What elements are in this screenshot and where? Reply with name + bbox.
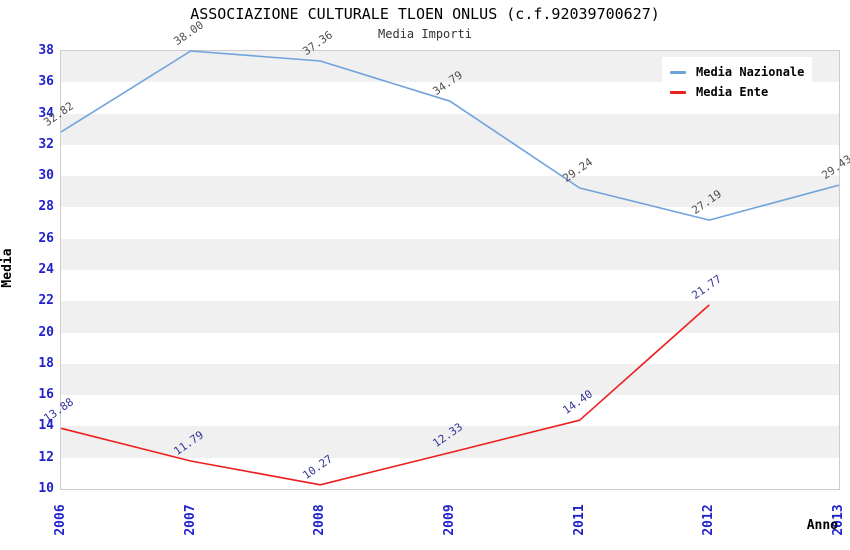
grid-band xyxy=(61,457,839,489)
x-axis-title: Anno xyxy=(806,518,838,533)
y-axis-tick-label: 32 xyxy=(38,136,54,152)
grid-band xyxy=(61,238,839,270)
chart-subtitle: Media Importi xyxy=(378,27,472,41)
legend: Media Nazionale Media Ente xyxy=(662,57,812,108)
legend-line-marker-icon xyxy=(670,70,686,74)
series-line-media-ente xyxy=(60,304,710,486)
grid-band xyxy=(61,113,839,145)
plot-area xyxy=(60,50,840,490)
grid-band xyxy=(61,176,839,208)
grid-band xyxy=(61,332,839,364)
y-axis-tick-label: 36 xyxy=(38,74,54,90)
y-axis-tick-label: 24 xyxy=(38,262,54,277)
y-axis-tick-label: 14 xyxy=(38,418,54,434)
x-axis-tick-label: 2006 xyxy=(53,504,68,536)
x-axis-tick-label: 2012 xyxy=(701,504,717,536)
y-axis-tick-label: 30 xyxy=(38,168,54,184)
chart-title: ASSOCIAZIONE CULTURALE TLOEN ONLUS (c.f.… xyxy=(190,5,660,23)
x-axis-tick-label: 2008 xyxy=(312,504,328,536)
grid-band xyxy=(61,270,839,302)
y-axis-tick-label: 22 xyxy=(38,293,54,309)
y-axis-tick-label: 34 xyxy=(38,105,54,121)
grid-band xyxy=(61,144,839,177)
y-axis-tick-label: 28 xyxy=(38,199,54,215)
y-axis-tick-label: 10 xyxy=(38,481,54,496)
y-axis-tick-label: 26 xyxy=(38,230,54,246)
y-axis-title: Media xyxy=(0,248,15,288)
series-line-media-nazionale xyxy=(60,50,840,221)
y-axis-tick-label: 16 xyxy=(38,387,54,403)
y-axis-tick-label: 18 xyxy=(38,355,54,371)
legend-item-label: Media Nazionale xyxy=(696,65,805,79)
x-axis-tick-label: 2009 xyxy=(442,504,457,536)
y-axis-tick-label: 38 xyxy=(38,43,54,58)
legend-line-marker-icon xyxy=(670,90,686,94)
x-axis-tick-label: 2007 xyxy=(182,504,198,536)
grid-band xyxy=(61,207,839,239)
y-axis-tick-label: 20 xyxy=(38,324,54,340)
series-lines-svg xyxy=(60,50,840,486)
y-axis-tick-label: 12 xyxy=(38,449,54,465)
grid-band xyxy=(61,395,839,427)
x-axis-tick-label: 2011 xyxy=(571,504,587,536)
grid-band xyxy=(61,363,839,396)
legend-item-label: Media Ente xyxy=(696,85,769,99)
legend-item: Media Nazionale xyxy=(670,62,804,82)
legend-item: Media Ente xyxy=(670,82,804,102)
grid-band xyxy=(61,301,839,333)
